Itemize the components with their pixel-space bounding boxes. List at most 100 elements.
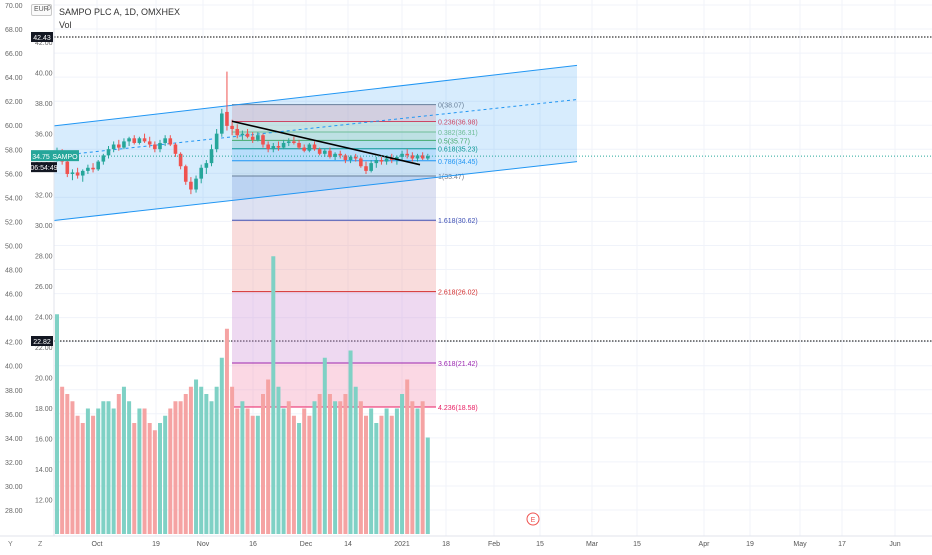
time-tick-label: Jun xyxy=(889,541,900,548)
candle-body xyxy=(178,153,183,167)
fib-level-label: 4.236(18.58) xyxy=(438,405,478,412)
time-tick-label: Dec xyxy=(300,541,313,548)
time-tick-label: May xyxy=(793,541,807,548)
symbol-title[interactable]: SAMPO PLC A, 1D, OMXHEX xyxy=(59,7,181,17)
volume-bar xyxy=(65,394,70,534)
time-tick-label: Nov xyxy=(197,541,210,548)
volume-bar xyxy=(389,415,394,534)
candle-body xyxy=(400,153,404,157)
volume-bar xyxy=(286,401,291,534)
volume-bar xyxy=(425,437,430,534)
candle-body xyxy=(261,135,265,145)
candle-body xyxy=(70,172,75,174)
candle-body xyxy=(312,144,317,150)
volume-bar xyxy=(173,401,178,534)
volume-bar xyxy=(168,408,173,534)
volume-label[interactable]: Vol xyxy=(59,20,72,30)
price-badge xyxy=(31,32,53,42)
fib-level-label: 0.618(35.23) xyxy=(438,147,478,154)
volume-bar xyxy=(209,401,214,534)
candle-body xyxy=(220,113,224,134)
volume-bar xyxy=(353,386,358,534)
price-tick-label: 58.00 xyxy=(5,147,23,154)
candle-body xyxy=(271,146,276,150)
candle-body xyxy=(101,155,106,162)
candle-body xyxy=(225,111,229,126)
candle-body xyxy=(369,163,373,171)
volume-bar xyxy=(379,415,384,534)
price-tick-label: 32.00 xyxy=(5,460,23,467)
volume-bar xyxy=(240,401,245,534)
volume-bar xyxy=(178,401,183,534)
volume-bar xyxy=(255,415,260,534)
volume-bar xyxy=(183,394,188,534)
fib-level-label: 2.618(26.02) xyxy=(438,290,478,297)
fib-zone xyxy=(232,291,436,363)
volume-bar xyxy=(106,401,111,534)
time-tick-label: Mar xyxy=(586,541,599,548)
trend-line[interactable] xyxy=(231,120,421,166)
grid-lines xyxy=(54,0,932,536)
candle-body xyxy=(91,167,95,170)
candle-body xyxy=(117,144,121,148)
candle-body xyxy=(276,146,281,148)
overlay-tick-label: 14.00 xyxy=(35,467,53,474)
candle-body xyxy=(147,141,152,145)
price-axis[interactable]: 70.00 68.00 66.00 64.00 62.00 60.00 58.00 56.00… xyxy=(0,0,55,536)
candle-body xyxy=(307,144,312,151)
axis-toggle-y: Y xyxy=(8,541,13,548)
candle-body xyxy=(214,133,219,150)
volume-bar xyxy=(121,386,126,534)
price-tick-label: 34.00 xyxy=(5,436,23,443)
volume-bar xyxy=(317,394,322,534)
volume-bar xyxy=(400,394,405,534)
volume-bar xyxy=(96,408,101,534)
fib-zone xyxy=(232,131,436,141)
volume-bar xyxy=(327,394,332,534)
candle-body xyxy=(384,158,389,162)
volume-bar xyxy=(297,423,302,534)
candle-body xyxy=(137,138,142,143)
candle-body xyxy=(122,141,126,148)
volume-bar xyxy=(111,408,116,534)
candle-body xyxy=(194,178,198,190)
price-tick-label: 40.00 xyxy=(5,364,23,371)
candle-body xyxy=(333,153,337,157)
price-labels: 34.75 SAMPO 06:54:49 E xyxy=(30,150,932,526)
time-tick-label: Oct xyxy=(92,541,103,548)
candle-body xyxy=(209,149,214,164)
volume-bar xyxy=(343,394,348,534)
price-tick-label: 42.00 xyxy=(5,340,23,347)
volume-bar xyxy=(214,386,219,534)
price-badge xyxy=(31,336,53,346)
volume-bar xyxy=(261,394,265,534)
overlay-tick-label: 28.00 xyxy=(35,254,53,261)
volume-bar xyxy=(219,357,224,534)
trend-line-segment xyxy=(231,120,421,166)
price-tick-label: 68.00 xyxy=(5,27,23,34)
time-tick-label: 16 xyxy=(249,541,257,548)
time-axis[interactable]: Oct 19 Nov 16 Dec 14 2021 18 Feb 15 Mar 15 Apr 19 May 1… xyxy=(0,535,932,548)
volume-bar xyxy=(358,401,363,534)
time-tick-label: 18 xyxy=(442,541,450,548)
overlay-tick-label: 40.00 xyxy=(35,71,53,78)
overlay-tick-label: 12.00 xyxy=(35,498,53,505)
candle-body xyxy=(235,128,240,136)
time-tick-label: 2021 xyxy=(394,541,410,548)
candle-body xyxy=(127,138,131,142)
last-price-value: 34.75 xyxy=(32,154,50,161)
currency-badge[interactable]: EUR xyxy=(31,4,52,16)
last-price-badge xyxy=(31,150,51,162)
volume-bars xyxy=(55,256,430,534)
candle-body xyxy=(379,160,384,162)
candle-body xyxy=(163,138,167,143)
volume-bar xyxy=(348,350,353,534)
volume-bar xyxy=(85,408,90,534)
volume-bar xyxy=(312,401,317,534)
candle-body xyxy=(317,149,322,154)
overlay-tick-label: 36.00 xyxy=(35,132,53,139)
price-tick-label: 36.00 xyxy=(5,412,23,419)
volume-bar xyxy=(266,379,271,534)
